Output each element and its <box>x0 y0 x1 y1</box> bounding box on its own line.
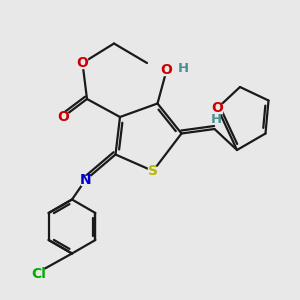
Text: O: O <box>160 64 172 77</box>
Bar <box>58 112 68 122</box>
Bar <box>213 103 222 112</box>
Bar <box>31 270 47 279</box>
Text: Cl: Cl <box>32 268 46 281</box>
Text: O: O <box>76 56 88 70</box>
Text: H: H <box>210 113 222 126</box>
Bar <box>148 167 158 176</box>
Bar <box>78 58 87 68</box>
Text: S: S <box>148 164 158 178</box>
Text: O: O <box>57 110 69 124</box>
Text: N: N <box>80 173 91 187</box>
Bar <box>81 176 90 184</box>
Bar <box>162 66 171 75</box>
Text: H: H <box>177 62 189 76</box>
Text: O: O <box>212 101 224 115</box>
